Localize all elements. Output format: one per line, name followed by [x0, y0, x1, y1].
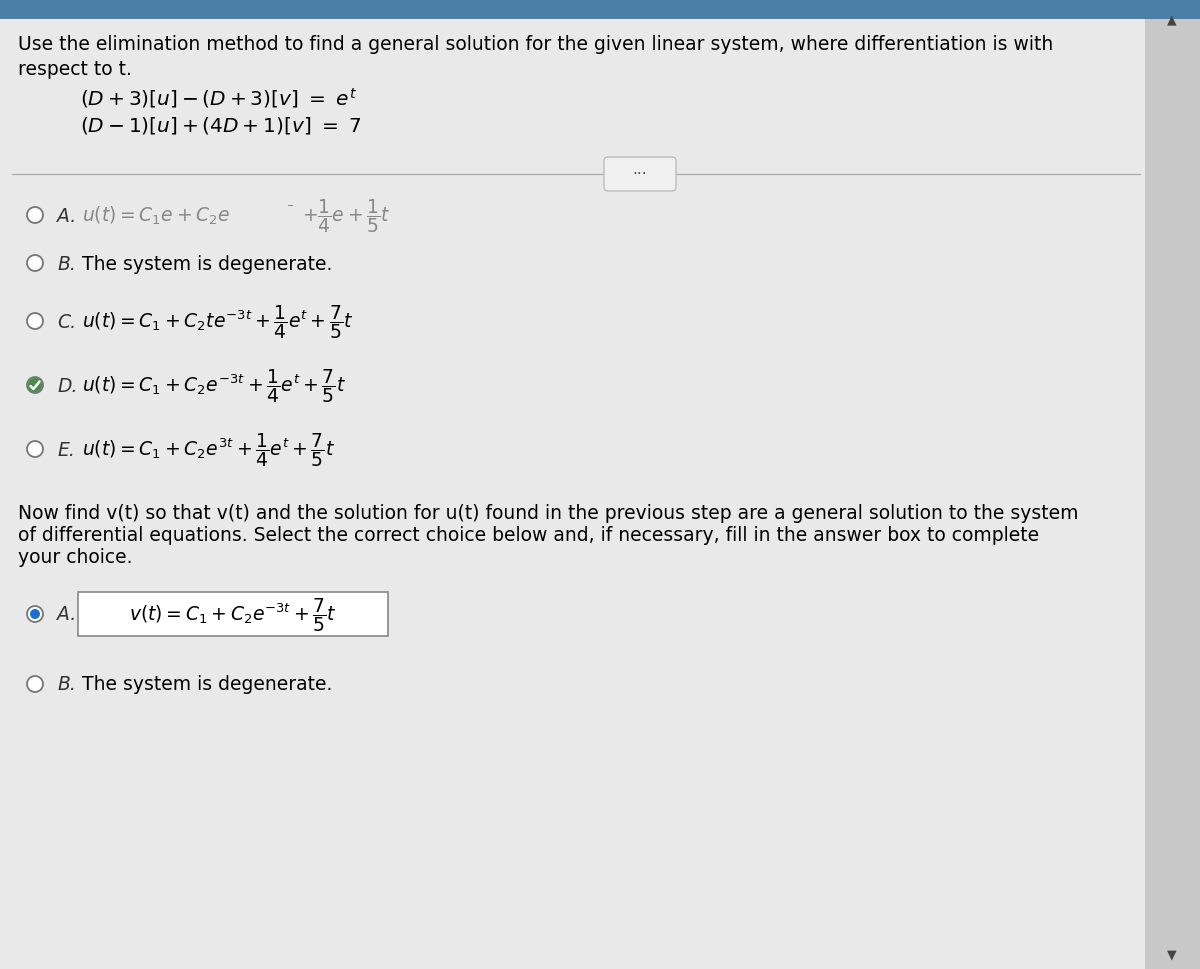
Text: $u(t)=C_1+C_2e^{3t}+\dfrac{1}{4}e^t+\dfrac{7}{5}t$: $u(t)=C_1+C_2e^{3t}+\dfrac{1}{4}e^t+\dfr… — [82, 430, 335, 468]
Circle shape — [28, 207, 43, 224]
Text: $(D+3)[u]-(D+3)[v] \ = \ e^t$: $(D+3)[u]-(D+3)[v] \ = \ e^t$ — [80, 86, 358, 109]
Text: of differential equations. Select the correct choice below and, if necessary, fi: of differential equations. Select the co… — [18, 525, 1039, 545]
Circle shape — [28, 676, 43, 692]
Text: $+\dfrac{1}{4}e+\dfrac{1}{5}t$: $+\dfrac{1}{4}e+\dfrac{1}{5}t$ — [302, 197, 391, 234]
Text: ▼: ▼ — [1168, 948, 1177, 960]
Text: respect to t.: respect to t. — [18, 60, 132, 78]
Text: The system is degenerate.: The system is degenerate. — [82, 254, 332, 273]
Text: D.: D. — [58, 376, 78, 395]
FancyBboxPatch shape — [0, 0, 1200, 20]
Text: $(D-1)[u]+(4D+1)[v] \ = \ 7$: $(D-1)[u]+(4D+1)[v] \ = \ 7$ — [80, 114, 361, 136]
Text: Use the elimination method to find a general solution for the given linear syste: Use the elimination method to find a gen… — [18, 35, 1054, 54]
FancyBboxPatch shape — [0, 0, 1145, 969]
FancyBboxPatch shape — [78, 592, 388, 637]
Text: ···: ··· — [632, 168, 647, 182]
Text: E.: E. — [58, 440, 74, 459]
Circle shape — [28, 256, 43, 271]
Text: Now find v(t) so that v(t) and the solution for u(t) found in the previous step : Now find v(t) so that v(t) and the solut… — [18, 504, 1079, 522]
FancyBboxPatch shape — [1145, 0, 1200, 969]
Circle shape — [28, 314, 43, 329]
Text: $u(t)=C_1e+C_2e$: $u(t)=C_1e+C_2e$ — [82, 204, 230, 227]
Circle shape — [28, 378, 43, 393]
Text: ▲: ▲ — [1168, 14, 1177, 26]
Text: $v(t)=C_1+C_2e^{-3t}+\dfrac{7}{5}t$: $v(t)=C_1+C_2e^{-3t}+\dfrac{7}{5}t$ — [130, 596, 337, 634]
Text: $u(t)=C_1+C_2e^{-3t}+\dfrac{1}{4}e^t+\dfrac{7}{5}t$: $u(t)=C_1+C_2e^{-3t}+\dfrac{1}{4}e^t+\df… — [82, 366, 346, 404]
Text: A.: A. — [58, 605, 77, 624]
FancyBboxPatch shape — [604, 158, 676, 192]
Text: A.: A. — [58, 206, 77, 225]
Circle shape — [28, 442, 43, 457]
Text: $u(t)=C_1+C_2te^{-3t}+\dfrac{1}{4}e^t+\dfrac{7}{5}t$: $u(t)=C_1+C_2te^{-3t}+\dfrac{1}{4}e^t+\d… — [82, 302, 353, 340]
Text: The system is degenerate.: The system is degenerate. — [82, 674, 332, 694]
Text: $\overline{\ }$: $\overline{\ }$ — [287, 199, 292, 208]
Circle shape — [28, 607, 43, 622]
Circle shape — [30, 610, 40, 619]
Text: C.: C. — [58, 312, 76, 331]
Text: B.: B. — [58, 674, 76, 694]
Circle shape — [28, 379, 42, 392]
Text: your choice.: your choice. — [18, 547, 132, 567]
Text: B.: B. — [58, 254, 76, 273]
